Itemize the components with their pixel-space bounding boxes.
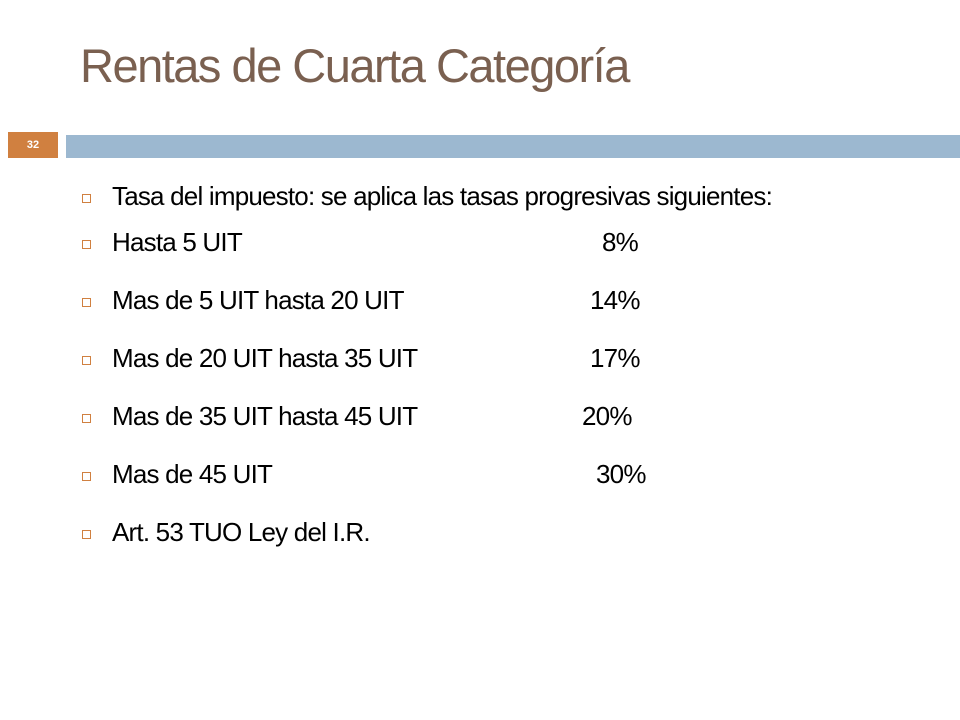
rate-item: Mas de 35 UIT hasta 45 UIT 20%	[82, 398, 882, 434]
bullet-text: Tasa del impuesto: se aplica las tasas p…	[112, 181, 773, 211]
rate-value: 8%	[602, 227, 639, 257]
rate-value: 20%	[582, 401, 632, 431]
rate-value: 14%	[590, 285, 640, 315]
rate-value: 17%	[590, 343, 640, 373]
rate-value: 30%	[596, 459, 646, 489]
rate-item: Mas de 45 UIT 30%	[82, 456, 882, 492]
page-number-badge: 32	[8, 132, 58, 158]
square-bullet-icon	[82, 530, 91, 539]
square-bullet-icon	[82, 414, 91, 423]
square-bullet-icon	[82, 356, 91, 365]
rate-label: Mas de 20 UIT hasta 35 UIT	[112, 343, 418, 373]
bullet-list: Tasa del impuesto: se aplica las tasas p…	[82, 178, 882, 572]
bullet-intro: Tasa del impuesto: se aplica las tasas p…	[82, 178, 882, 214]
square-bullet-icon	[82, 240, 91, 249]
square-bullet-icon	[82, 298, 91, 307]
rate-label: Mas de 35 UIT hasta 45 UIT	[112, 401, 418, 431]
square-bullet-icon	[82, 472, 91, 481]
rate-label: Hasta 5 UIT	[112, 227, 243, 257]
bullet-reference: Art. 53 TUO Ley del I.R.	[82, 514, 882, 550]
rate-item: Mas de 20 UIT hasta 35 UIT 17%	[82, 340, 882, 376]
rate-item: Mas de 5 UIT hasta 20 UIT 14%	[82, 282, 882, 318]
rate-item: Hasta 5 UIT 8%	[82, 224, 882, 260]
header-rule	[66, 135, 960, 158]
bullet-text: Art. 53 TUO Ley del I.R.	[112, 517, 371, 547]
rate-label: Mas de 5 UIT hasta 20 UIT	[112, 285, 404, 315]
slide-title: Rentas de Cuarta Categoría	[80, 39, 630, 92]
square-bullet-icon	[82, 194, 91, 203]
rate-label: Mas de 45 UIT	[112, 459, 273, 489]
